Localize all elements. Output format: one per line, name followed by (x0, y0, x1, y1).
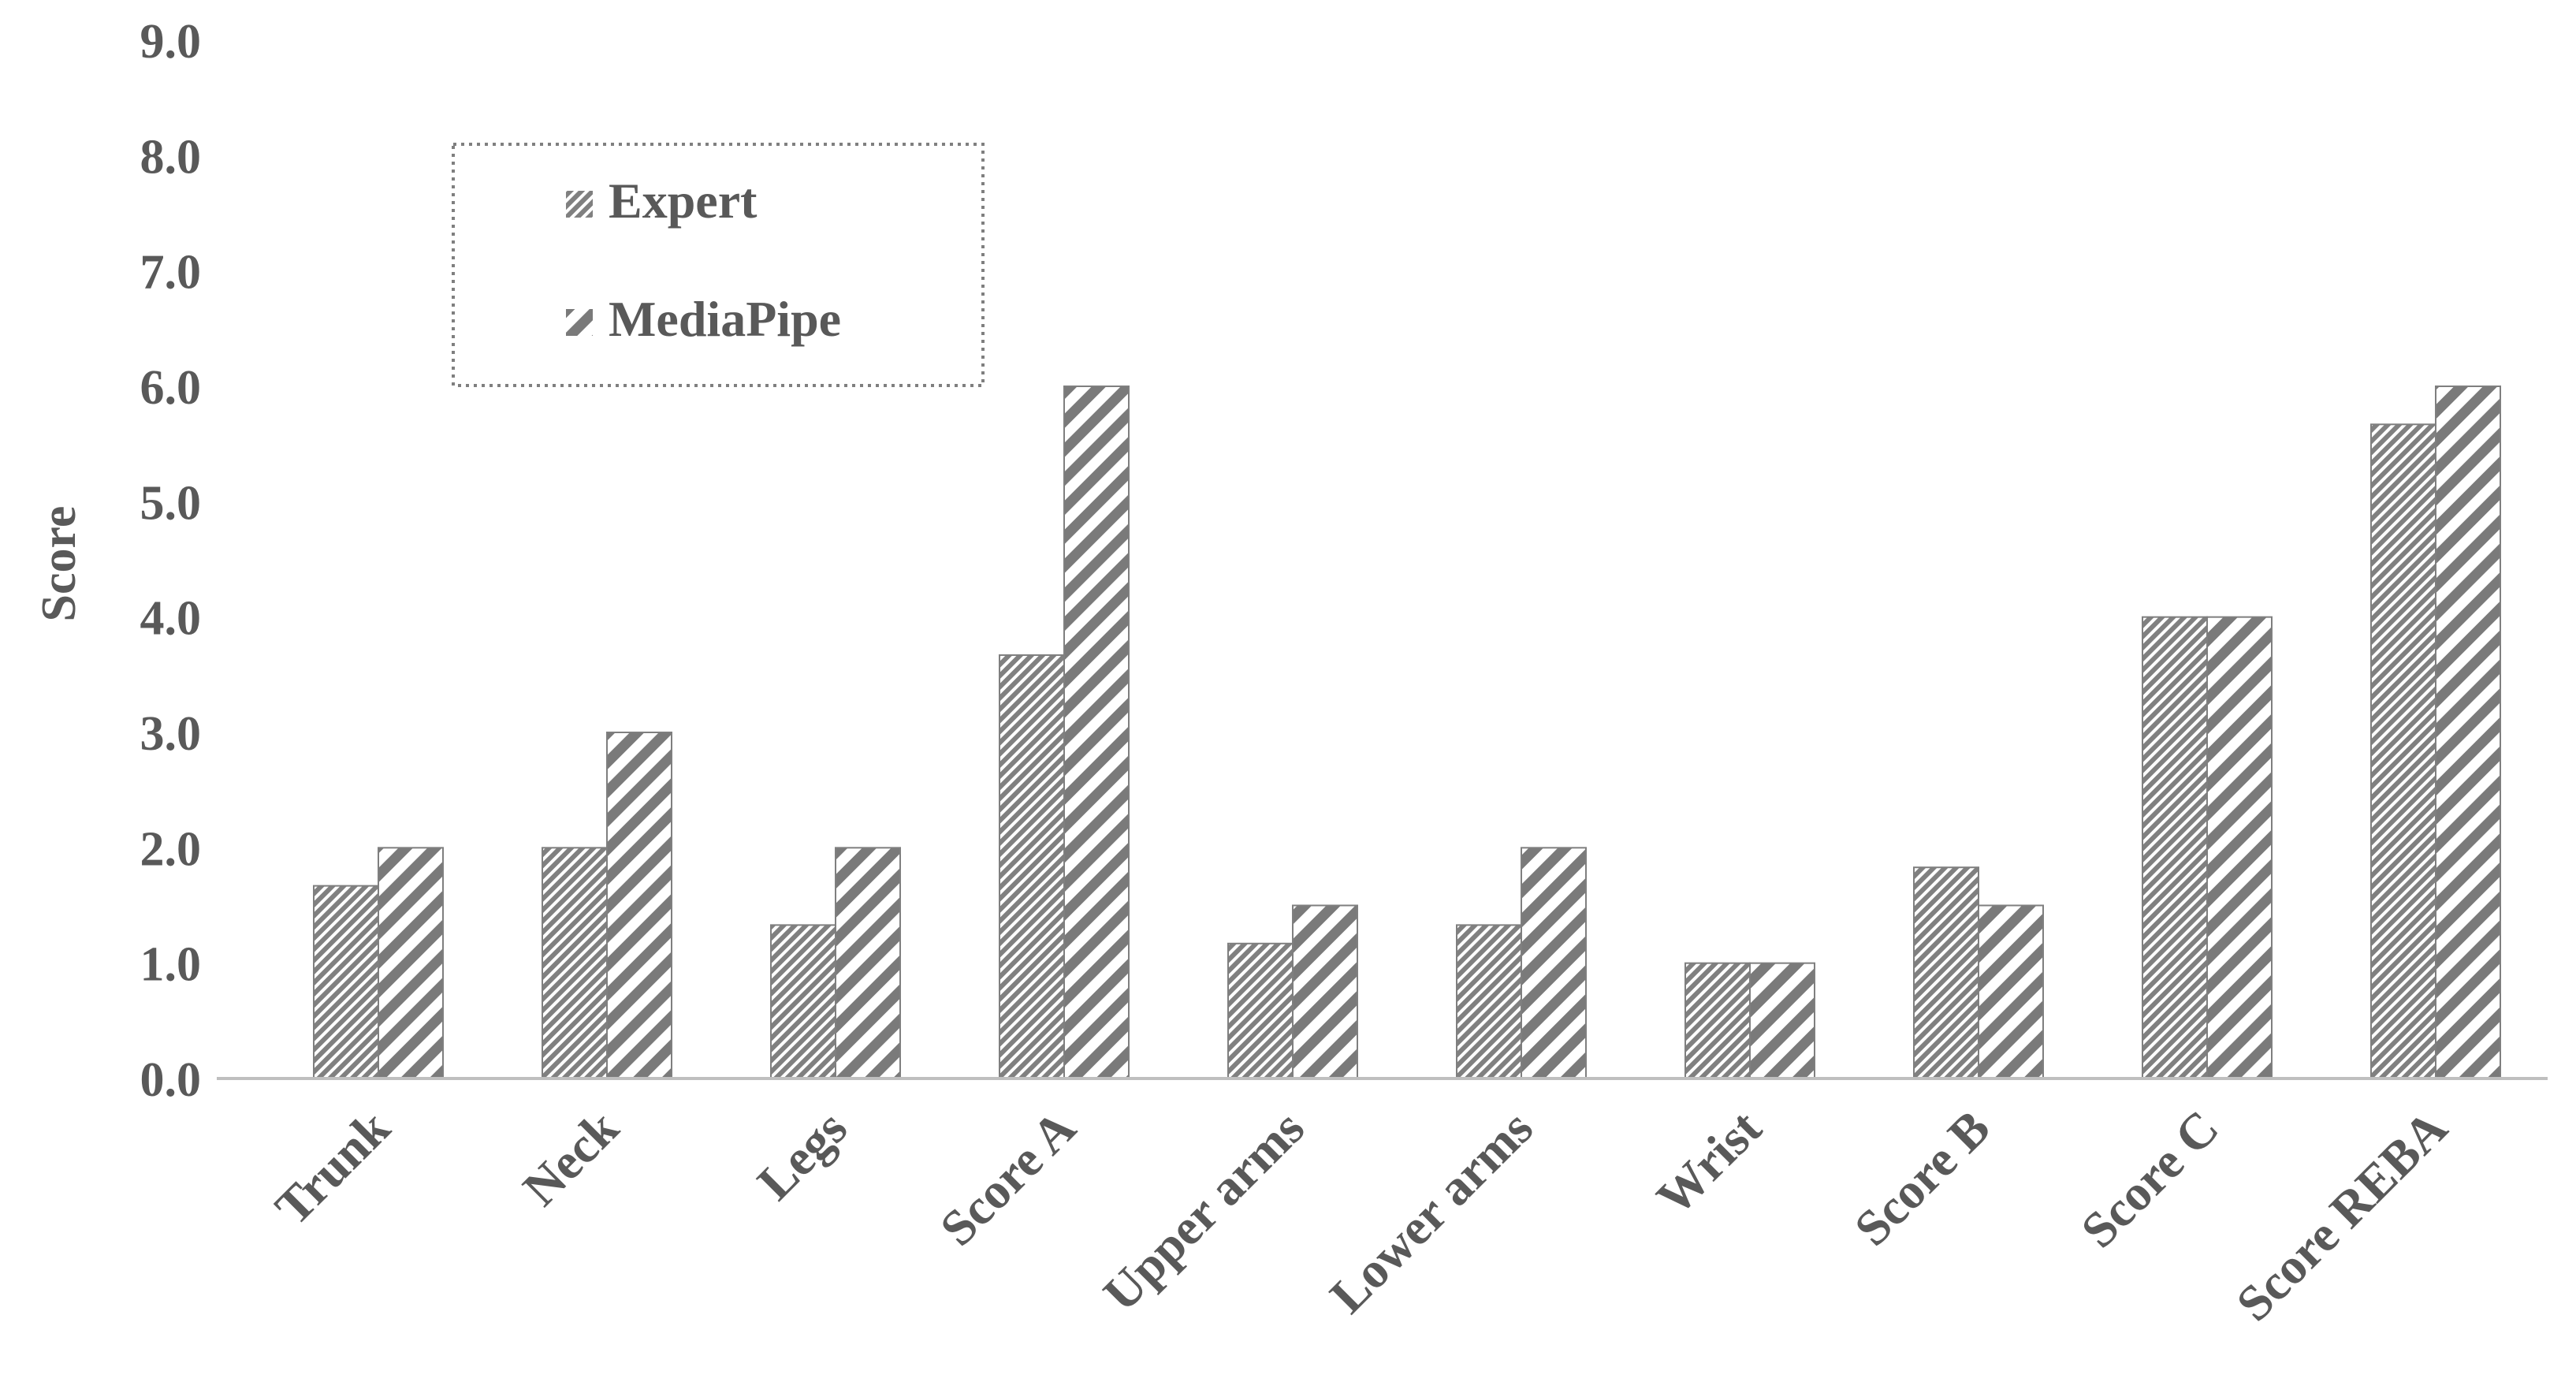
bar-expert-lower-arms (1456, 924, 1522, 1080)
x-tick-label: Wrist (1646, 1099, 1772, 1225)
bar-expert-wrist (1684, 962, 1751, 1079)
bar-mediapipe-lower-arms (1521, 847, 1587, 1080)
bars-group (313, 386, 2501, 1080)
legend-label-expert: Expert (609, 173, 758, 229)
bar-mediapipe-score-reba (2435, 386, 2501, 1079)
legend-label-mediapipe: MediaPipe (609, 291, 841, 347)
bar-expert-score-c (2142, 616, 2208, 1079)
y-tick-label: 0.0 (140, 1053, 202, 1107)
x-tick-label: Score A (929, 1100, 1086, 1257)
x-tick-label: Legs (746, 1100, 858, 1211)
bar-mediapipe-wrist (1749, 962, 1815, 1079)
x-tick-label: Lower arms (1320, 1100, 1543, 1324)
bar-expert-score-reba (2370, 423, 2436, 1079)
y-tick-label: 7.0 (140, 246, 202, 300)
x-tick-labels: Trunk Neck Legs Score A Upper arms Lower arms… (264, 1099, 2458, 1332)
y-tick-label: 2.0 (140, 822, 202, 876)
y-tick-label: 8.0 (140, 130, 202, 184)
bar-mediapipe-score-b (1978, 904, 2044, 1079)
y-tick-label: 4.0 (140, 592, 202, 646)
bar-mediapipe-upper-arms (1292, 904, 1358, 1079)
y-tick-label: 3.0 (140, 707, 202, 761)
x-tick-label: Score C (2070, 1100, 2228, 1258)
y-tick-label: 6.0 (140, 361, 202, 415)
bar-mediapipe-score-a (1063, 386, 1130, 1079)
y-tick-labels: 0.0 1.0 2.0 3.0 4.0 5.0 6.0 7.0 8.0 9.0 (140, 15, 202, 1107)
x-tick-label: Trunk (264, 1099, 400, 1235)
y-axis-title: Score (32, 506, 86, 622)
y-tick-label: 9.0 (140, 15, 202, 69)
bar-expert-score-b (1913, 866, 1979, 1079)
x-tick-label: Upper arms (1093, 1100, 1315, 1322)
legend-border (452, 143, 985, 387)
bar-expert-legs (770, 924, 836, 1080)
y-tick-label: 5.0 (140, 476, 202, 530)
y-tick-label: 1.0 (140, 938, 202, 992)
bar-expert-score-a (999, 654, 1065, 1079)
legend: Expert MediaPipe (452, 143, 985, 387)
bar-expert-neck (542, 847, 608, 1080)
legend-swatch-mediapipe (566, 309, 593, 336)
bar-mediapipe-trunk (378, 847, 444, 1080)
x-tick-label: Score REBA (2225, 1100, 2457, 1332)
bar-mediapipe-legs (835, 847, 901, 1080)
bar-expert-trunk (313, 885, 379, 1079)
bar-expert-upper-arms (1227, 942, 1294, 1080)
bar-mediapipe-neck (606, 732, 672, 1079)
x-tick-label: Neck (512, 1099, 630, 1216)
x-tick-label: Score B (1844, 1100, 2001, 1257)
bar-mediapipe-score-c (2206, 616, 2273, 1079)
legend-swatch-expert (566, 191, 593, 218)
